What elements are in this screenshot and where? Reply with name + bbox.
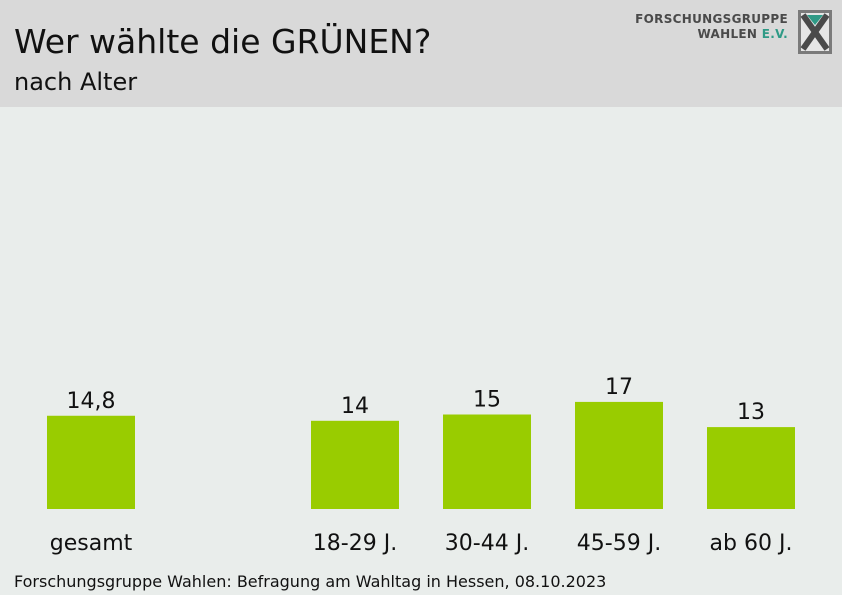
value-label-3: 15 bbox=[473, 388, 501, 413]
logo-line-2: WAHLEN E.V. bbox=[635, 27, 788, 42]
bar-1 bbox=[47, 415, 135, 509]
logo-line-2-accent: E.V. bbox=[761, 27, 788, 41]
header-bar: Wer wählte die GRÜNEN? nach Alter FORSCH… bbox=[0, 0, 842, 107]
bar-5 bbox=[707, 427, 795, 509]
logo-icon bbox=[798, 10, 832, 54]
logo-line-2-main: WAHLEN bbox=[697, 27, 758, 41]
bar-3 bbox=[443, 414, 531, 509]
value-label-5: 13 bbox=[737, 400, 765, 425]
category-label-2: 18-29 J. bbox=[313, 531, 397, 556]
bar-2 bbox=[311, 420, 399, 509]
bar-chart: 14,8 gesamt 14 18-29 J. 15 30-44 J. 17 45-59 J.… bbox=[47, 375, 795, 556]
value-label-1: 14,8 bbox=[67, 389, 116, 414]
value-label-2: 14 bbox=[341, 394, 369, 419]
category-label-4: 45-59 J. bbox=[577, 531, 661, 556]
source-footer: Forschungsgruppe Wahlen: Befragung am Wa… bbox=[14, 572, 607, 591]
chart-subtitle: nach Alter bbox=[14, 68, 138, 96]
value-label-4: 17 bbox=[605, 375, 633, 400]
category-label-3: 30-44 J. bbox=[445, 531, 529, 556]
category-label-1: gesamt bbox=[50, 531, 133, 556]
bar-4 bbox=[575, 401, 663, 509]
chart-title: Wer wählte die GRÜNEN? bbox=[14, 22, 432, 61]
category-label-5: ab 60 J. bbox=[710, 531, 793, 556]
logo-text: FORSCHUNGSGRUPPE WAHLEN E.V. bbox=[635, 12, 788, 42]
logo-line-1: FORSCHUNGSGRUPPE bbox=[635, 12, 788, 26]
